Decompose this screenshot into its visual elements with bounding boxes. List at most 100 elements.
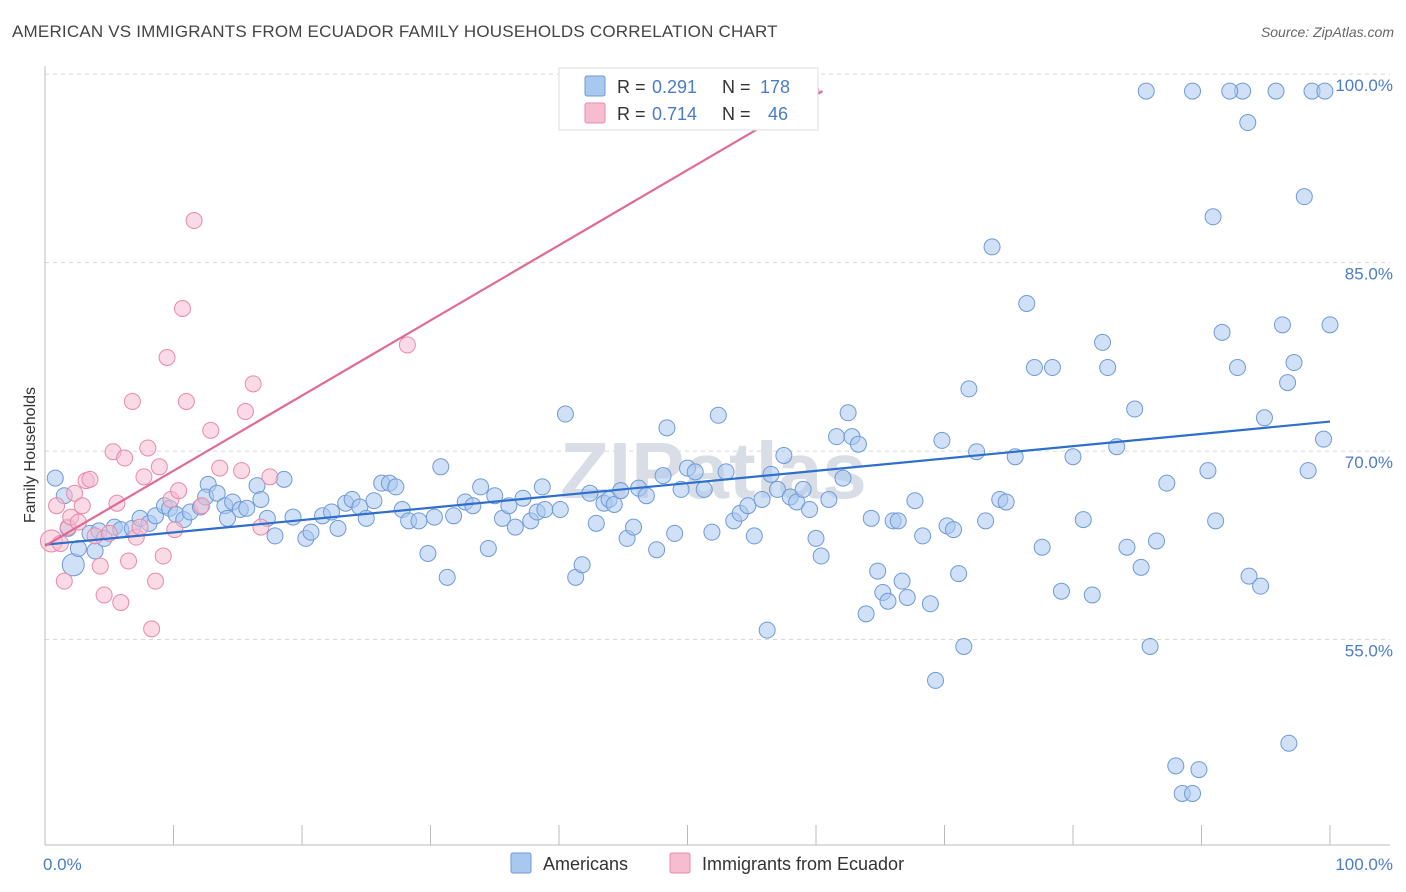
- americans-point-122: [893, 572, 911, 590]
- legend-r-label-ecuador: R =: [617, 104, 646, 124]
- americans-point-93: [717, 463, 735, 481]
- americans-point-87: [672, 480, 690, 498]
- trend-line-ecuador: [44, 90, 823, 547]
- americans-point-164: [1228, 359, 1246, 377]
- americans-point-133: [960, 380, 978, 398]
- americans-point-143: [1043, 359, 1061, 377]
- y-tick-label-3: 100.0%: [1335, 76, 1393, 95]
- ecuador-point-38: [211, 459, 229, 477]
- americans-point-121: [889, 512, 907, 530]
- legend-bottom: Americans Immigrants from Ecuador: [510, 852, 904, 874]
- americans-point-154: [1141, 637, 1159, 655]
- americans-point-90: [695, 480, 713, 498]
- americans-point-123: [898, 588, 916, 606]
- americans-point-130: [944, 521, 962, 539]
- americans-point-168: [1273, 316, 1291, 334]
- chart-title: AMERICAN VS IMMIGRANTS FROM ECUADOR FAMI…: [12, 22, 778, 41]
- americans-point-54: [438, 568, 456, 586]
- legend-bottom-label-americans: Americans: [543, 854, 628, 874]
- ecuador-point-22: [131, 518, 149, 536]
- ecuador-point-1: [48, 497, 66, 515]
- americans-point-157: [1167, 757, 1185, 775]
- legend-bottom-swatch-ecuador: [669, 852, 691, 874]
- y-tick-labels: 55.0% 70.0% 85.0% 100.0%: [1335, 76, 1393, 660]
- grid-lines: [45, 73, 1390, 641]
- ecuador-point-26: [147, 572, 165, 590]
- americans-point-53: [432, 458, 450, 476]
- americans-point-97: [745, 527, 763, 545]
- americans-point-57: [464, 497, 482, 515]
- ecuador-point-23: [135, 468, 153, 486]
- ecuador-point-13: [95, 586, 113, 604]
- ecuador-point-35: [185, 212, 203, 230]
- ecuador-point-33: [173, 299, 191, 317]
- americans-point-51: [419, 545, 437, 563]
- americans-point-151: [1118, 538, 1136, 556]
- americans-point-106: [801, 501, 819, 519]
- americans-point-142: [1033, 538, 1051, 556]
- americans-point-152: [1126, 400, 1144, 418]
- americans-point-105: [794, 480, 812, 498]
- ecuador-point-3: [55, 572, 73, 590]
- americans-point-179: [1299, 462, 1317, 480]
- ecuador-point-17: [112, 594, 130, 612]
- series-americans: [46, 82, 1339, 802]
- americans-point-180: [1315, 430, 1333, 448]
- americans-point-55: [445, 507, 463, 525]
- americans-point-80: [625, 518, 643, 536]
- legend-n-label-ecuador: N =: [722, 104, 751, 124]
- y-tick-label-2: 85.0%: [1345, 265, 1393, 284]
- americans-point-0: [46, 469, 64, 487]
- americans-point-177: [1239, 114, 1257, 132]
- americans-point-144: [1052, 582, 1070, 600]
- americans-point-102: [775, 447, 793, 464]
- legend-n-value-ecuador: 46: [768, 104, 788, 124]
- americans-point-52: [425, 508, 443, 526]
- americans-point-107: [807, 529, 825, 547]
- americans-point-117: [869, 562, 887, 580]
- ecuador-point-44: [398, 336, 416, 354]
- americans-point-77: [605, 496, 623, 514]
- americans-point-109: [820, 490, 838, 508]
- americans-point-116: [862, 509, 880, 527]
- ecuador-point-27: [150, 458, 168, 476]
- americans-point-30: [252, 490, 270, 508]
- x-tick-label-0: 0.0%: [43, 855, 82, 874]
- americans-point-167: [1255, 409, 1273, 427]
- legend-top: R = 0.291 N = 178 R = 0.714 N = 46: [558, 67, 819, 131]
- americans-point-141: [1025, 359, 1043, 377]
- legend-bottom-swatch-americans: [510, 852, 532, 874]
- americans-point-128: [933, 431, 951, 449]
- ecuador-point-8: [73, 497, 91, 515]
- legend-r-value-americans: 0.291: [652, 77, 697, 97]
- americans-point-23: [208, 484, 226, 502]
- ecuador-point-36: [193, 497, 211, 515]
- americans-point-155: [1148, 532, 1166, 550]
- ecuador-point-41: [244, 375, 262, 393]
- americans-point-108: [812, 547, 830, 565]
- americans-point-119: [879, 592, 897, 610]
- ecuador-point-19: [120, 552, 138, 570]
- ecuador-point-42: [252, 518, 270, 536]
- americans-point-147: [1083, 586, 1101, 604]
- ecuador-point-25: [143, 620, 161, 638]
- americans-point-166: [1252, 577, 1270, 595]
- americans-point-182: [1321, 316, 1339, 334]
- americans-point-36: [302, 523, 320, 541]
- americans-point-32: [266, 527, 284, 545]
- americans-point-3: [61, 553, 85, 577]
- americans-point-136: [983, 238, 1001, 256]
- americans-point-131: [950, 565, 968, 583]
- ecuador-point-40: [236, 403, 254, 421]
- americans-point-169: [1279, 374, 1297, 392]
- americans-point-165: [1240, 567, 1258, 585]
- americans-point-60: [486, 487, 504, 505]
- y-tick-label-1: 70.0%: [1345, 453, 1393, 472]
- americans-point-39: [329, 519, 347, 537]
- americans-point-59: [479, 539, 497, 557]
- ecuador-point-39: [233, 462, 251, 480]
- americans-point-101: [768, 480, 786, 498]
- americans-point-28: [238, 499, 256, 517]
- americans-point-74: [587, 514, 605, 532]
- americans-point-125: [914, 527, 932, 545]
